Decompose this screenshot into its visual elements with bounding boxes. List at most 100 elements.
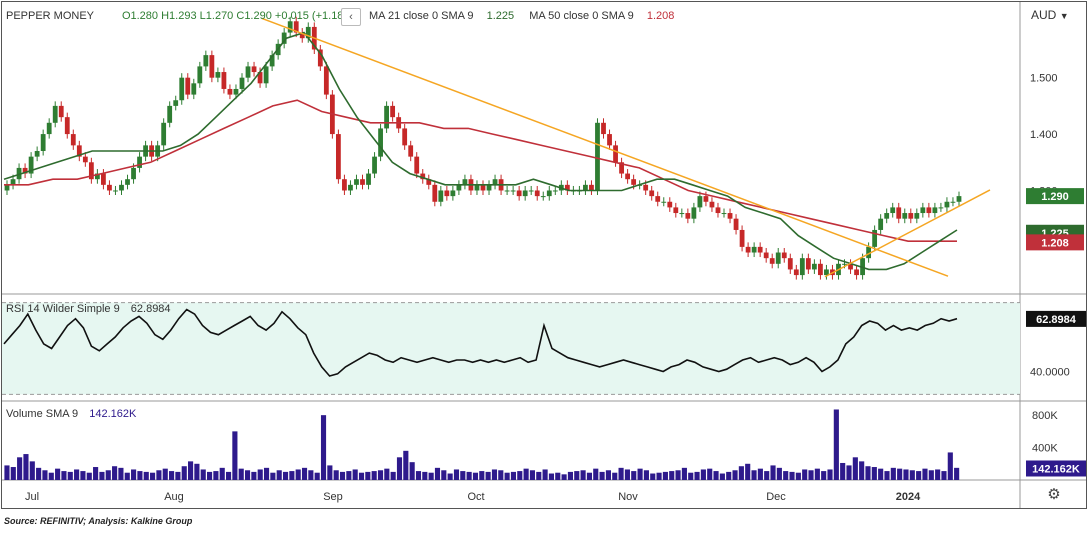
ma50-line (4, 99, 957, 242)
candle-body (173, 100, 179, 106)
open-value: O1.280 (121, 10, 159, 22)
candle-body (40, 134, 46, 151)
candle-body (510, 190, 516, 192)
candle-body (811, 263, 817, 270)
candle-body (408, 145, 414, 157)
candle-body (631, 179, 637, 185)
volume-bar (776, 467, 782, 480)
candle-body (179, 77, 185, 101)
candle-body (866, 246, 872, 259)
volume-bar (751, 470, 757, 480)
candle-body (715, 207, 721, 214)
candle-body (161, 122, 167, 146)
candle-body (420, 173, 426, 180)
candle-body (269, 55, 275, 67)
volume-bar (745, 463, 751, 480)
candle-body (842, 263, 847, 265)
volume-bar (719, 473, 725, 480)
candle-body (908, 213, 914, 219)
candle-body (197, 66, 203, 84)
ma-legend: MA 21 close 0 SMA 9 1.225 MA 50 close 0 … (369, 10, 674, 22)
candle-body (251, 66, 257, 73)
volume-bar (93, 467, 99, 480)
last-close-value: 1.290 (1041, 191, 1069, 203)
volume-bar (80, 471, 86, 480)
volume-bar (605, 470, 611, 480)
volume-bar (137, 471, 143, 480)
symbol-label: PEPPER MONEY (6, 10, 94, 22)
volume-bar (871, 467, 877, 480)
price-legend: PEPPER MONEY O1.280 H1.293 L1.270 C1.290… (6, 10, 357, 22)
volume-bar (219, 467, 225, 480)
volume-bar (225, 471, 232, 480)
candle-body (619, 162, 624, 174)
volume-bar (206, 471, 213, 480)
candle-body (426, 179, 432, 185)
rsi-axis-value: 62.8984 (1036, 314, 1077, 326)
volume-bar (200, 469, 206, 480)
candle-body (601, 122, 606, 135)
volume-bar (770, 465, 776, 480)
volume-bar (434, 467, 441, 480)
candle-body (926, 207, 932, 214)
candle-body (727, 213, 733, 219)
x-axis-label: Dec (766, 491, 786, 503)
collapse-legend-button[interactable]: ‹ (341, 8, 361, 26)
ma21-line (3, 31, 958, 271)
currency-selector[interactable]: AUD ▼ (1031, 8, 1069, 22)
candle-body (944, 201, 950, 208)
candle-body (818, 263, 823, 276)
volume-bar (308, 470, 314, 480)
settings-button[interactable]: ⚙ (1044, 486, 1064, 504)
volume-bar (320, 415, 327, 480)
candle-body (94, 173, 100, 180)
volume-bar (188, 461, 194, 480)
chevron-left-icon: ‹ (349, 11, 353, 23)
volume-bar (365, 471, 371, 480)
chart-frame: 1.5001.4001.3001.2901.2251.20840.000062.… (1, 1, 1087, 509)
candle-body (82, 156, 88, 163)
price-tick-label: 1.500 (1030, 73, 1058, 85)
volume-bar (301, 467, 308, 480)
volume-bar (643, 470, 649, 480)
ma21-label: MA 21 close 0 SMA 9 (369, 10, 474, 22)
volume-bar (947, 452, 953, 480)
candle-body (70, 134, 76, 146)
candle-body (245, 66, 251, 78)
volume-bar (523, 468, 529, 480)
volume-label: Volume SMA 9 (6, 408, 79, 420)
volume-bar (941, 471, 947, 480)
x-axis-label: Oct (467, 491, 484, 503)
candle-body (540, 196, 546, 198)
volume-bar (567, 471, 574, 480)
candle-body (335, 134, 341, 180)
candle-body (305, 26, 311, 39)
volume-bar (48, 472, 54, 480)
candle-body (191, 83, 197, 95)
volume-bar (99, 471, 105, 480)
volume-bar (491, 469, 498, 480)
volume-bar (415, 471, 422, 480)
rsi-band (2, 302, 1020, 395)
candle-body (462, 179, 468, 185)
candle-body (655, 196, 661, 202)
candle-body (480, 184, 486, 191)
candle-body (354, 179, 359, 185)
chart-canvas: 1.5001.4001.3001.2901.2251.20840.000062.… (2, 2, 1086, 508)
candle-body (281, 32, 287, 44)
candle-body (88, 162, 94, 180)
volume-bar (650, 473, 656, 480)
volume-bar (694, 471, 700, 480)
volume-bar (276, 470, 282, 480)
candle-body (119, 184, 124, 191)
volume-bar (954, 467, 960, 480)
candle-body (348, 184, 353, 191)
volume-bar (371, 471, 377, 480)
candle-body (878, 218, 884, 230)
candle-body (914, 213, 920, 219)
volume-bar (162, 468, 168, 480)
ma50-axis-value: 1.208 (1041, 237, 1069, 249)
candle-body (46, 122, 52, 135)
candle-body (534, 190, 540, 197)
volume-bar (29, 461, 35, 480)
